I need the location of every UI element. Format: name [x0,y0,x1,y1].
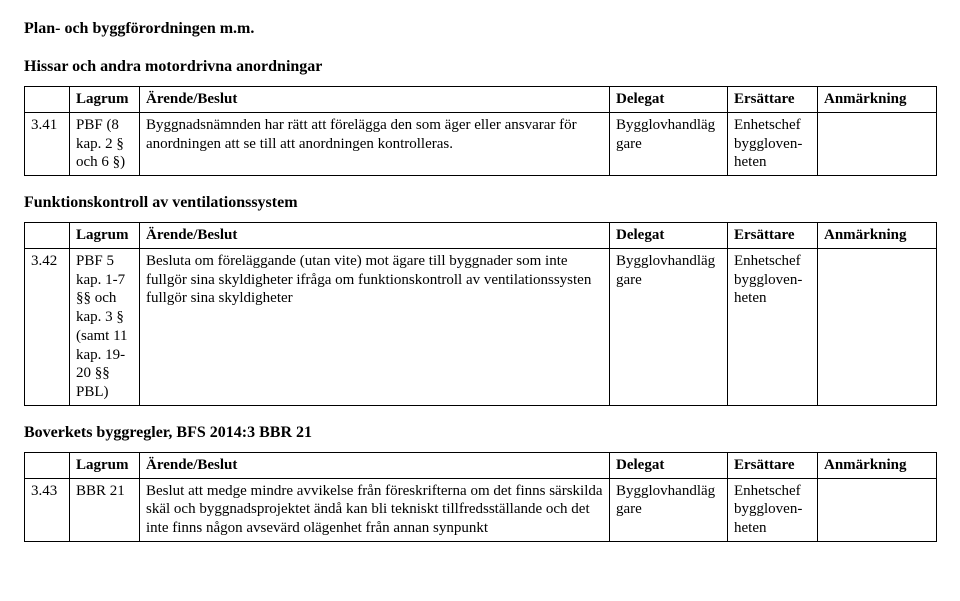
table-1: Lagrum Ärende/Beslut Delegat Ersättare A… [24,222,937,406]
cell-num: 3.41 [25,112,70,175]
table-header-row: Lagrum Ärende/Beslut Delegat Ersättare A… [25,87,937,113]
cell-arende: Beslut att medge mindre avvikelse från f… [140,478,610,541]
col-header-5: Anmärkning [818,223,937,249]
cell-ersattare: Enhetschef byggloven­heten [728,478,818,541]
col-header-4: Ersättare [728,223,818,249]
table-header-row: Lagrum Ärende/Beslut Delegat Ersättare A… [25,452,937,478]
col-header-5: Anmärkning [818,452,937,478]
cell-lagrum: PBF (8 kap. 2 § och 6 §) [70,112,140,175]
cell-ersattare: Enhetschef byggloven­heten [728,248,818,405]
cell-ersattare: Enhetschef byggloven­heten [728,112,818,175]
col-header-0 [25,223,70,249]
table-header-row: Lagrum Ärende/Beslut Delegat Ersättare A… [25,223,937,249]
cell-delegat: Bygglovhandläggare [610,112,728,175]
cell-anm [818,248,937,405]
section-title-2: Boverkets byggregler, BFS 2014:3 BBR 21 [24,424,936,442]
col-header-1: Lagrum [70,87,140,113]
col-header-0 [25,452,70,478]
col-header-2: Ärende/Beslut [140,223,610,249]
cell-delegat: Bygglovhandläggare [610,248,728,405]
col-header-3: Delegat [610,87,728,113]
document-title: Plan- och byggförordningen m.m. [24,20,936,38]
cell-lagrum: BBR 21 [70,478,140,541]
col-header-1: Lagrum [70,452,140,478]
table-row: 3.41 PBF (8 kap. 2 § och 6 §) Byggnadsnä… [25,112,937,175]
cell-arende: Byggnadsnämnden har rätt att förelägga d… [140,112,610,175]
table-0: Lagrum Ärende/Beslut Delegat Ersättare A… [24,86,937,176]
cell-num: 3.43 [25,478,70,541]
section-title-0: Hissar och andra motordrivna anordningar [24,58,936,76]
section-title-1: Funktionskontroll av ventilationssystem [24,194,936,212]
cell-anm [818,112,937,175]
cell-anm [818,478,937,541]
col-header-3: Delegat [610,223,728,249]
col-header-4: Ersättare [728,452,818,478]
cell-arende: Besluta om föreläggande (utan vite) mot … [140,248,610,405]
cell-num: 3.42 [25,248,70,405]
col-header-3: Delegat [610,452,728,478]
table-row: 3.43 BBR 21 Beslut att medge mindre avvi… [25,478,937,541]
col-header-2: Ärende/Beslut [140,87,610,113]
cell-delegat: Bygglovhandläggare [610,478,728,541]
table-row: 3.42 PBF 5 kap. 1-7 §§ och kap. 3 § (sam… [25,248,937,405]
col-header-2: Ärende/Beslut [140,452,610,478]
col-header-0 [25,87,70,113]
cell-lagrum: PBF 5 kap. 1-7 §§ och kap. 3 § (samt 11 … [70,248,140,405]
table-2: Lagrum Ärende/Beslut Delegat Ersättare A… [24,452,937,542]
col-header-5: Anmärkning [818,87,937,113]
col-header-4: Ersättare [728,87,818,113]
col-header-1: Lagrum [70,223,140,249]
